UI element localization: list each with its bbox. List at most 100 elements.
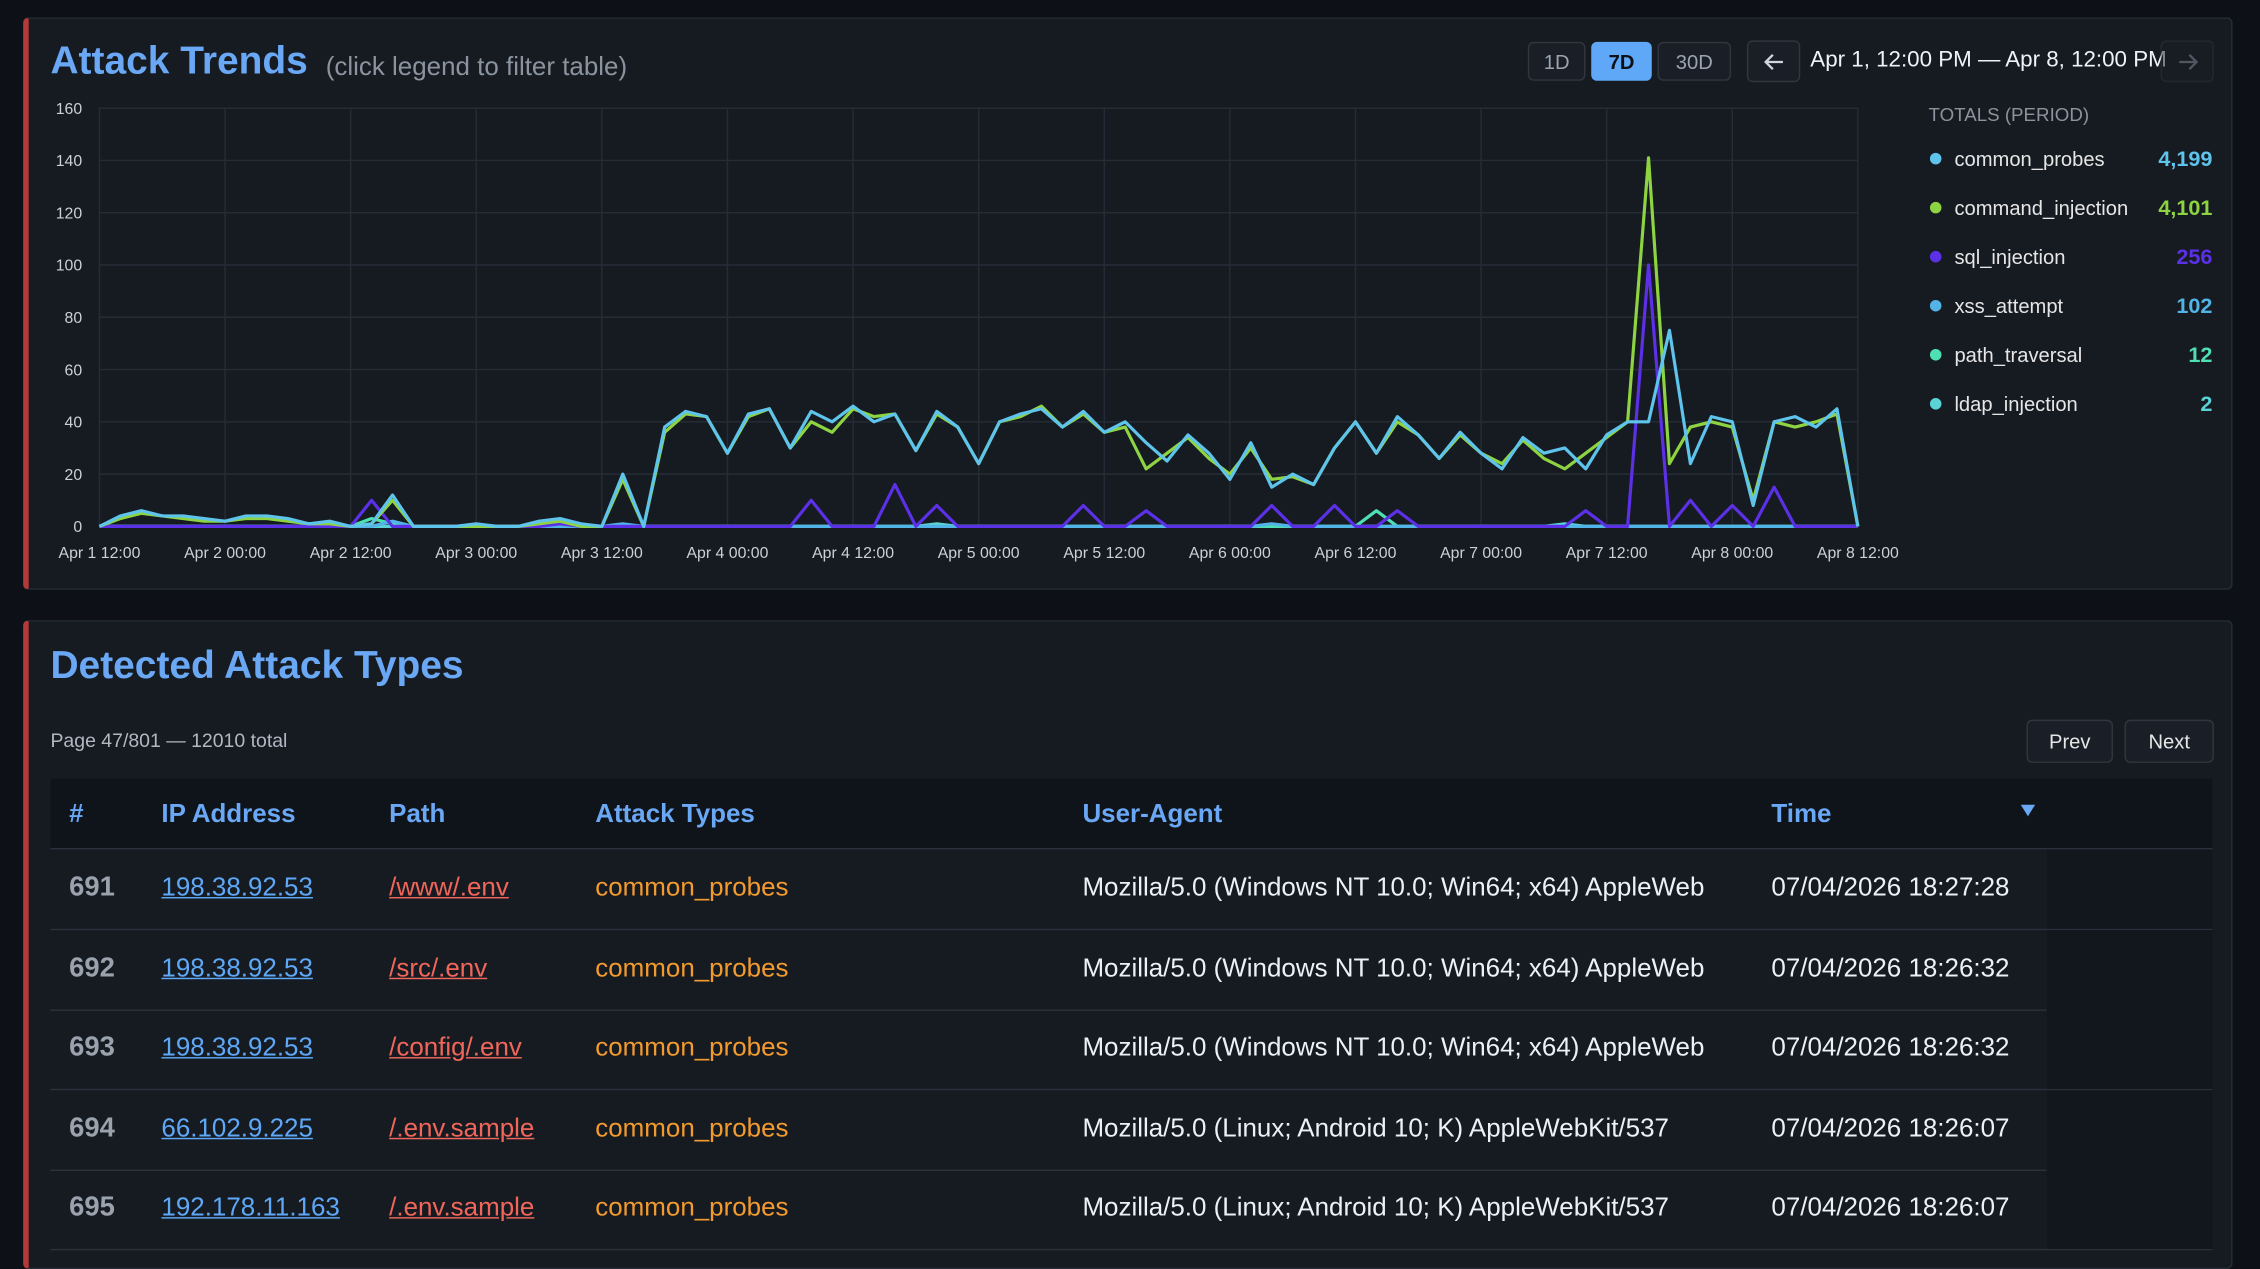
range-button[interactable]: 1D — [1527, 41, 1586, 81]
legend-item[interactable]: sql_injection 256 — [1929, 244, 2213, 269]
table-title: Detected Attack Types — [50, 643, 464, 687]
ip-link[interactable]: 198.38.92.53 — [161, 1032, 313, 1062]
column-header[interactable]: # — [69, 798, 84, 828]
user-agent: Mozilla/5.0 (Windows NT 10.0; Win64; x64… — [1082, 1032, 1705, 1062]
path-link[interactable]: /.env.sample — [389, 1192, 535, 1222]
path-link[interactable]: /.env.sample — [389, 1112, 535, 1142]
attack-type: common_probes — [595, 1192, 789, 1222]
legend-label: command_injection — [1954, 198, 2128, 220]
y-tick-label: 20 — [65, 467, 83, 484]
x-tick-label: Apr 8 00:00 — [1691, 545, 1773, 562]
y-tick-label: 60 — [65, 362, 83, 379]
path-link[interactable]: /config/.env — [389, 1032, 522, 1062]
actions-cell — [2046, 1169, 2213, 1249]
date-range: Apr 1, 12:00 PM — Apr 8, 12:00 PM — [1810, 47, 2167, 73]
legend-dot — [1929, 152, 1942, 165]
table-row — [50, 1009, 2213, 1091]
legend-total: 256 — [2176, 244, 2212, 269]
legend-item[interactable]: ldap_injection 2 — [1929, 391, 2213, 416]
x-tick-label: Apr 5 12:00 — [1063, 545, 1145, 562]
column-header[interactable]: User-Agent — [1082, 798, 1223, 828]
x-tick-label: Apr 1 12:00 — [59, 545, 141, 562]
x-tick-label: Apr 7 00:00 — [1440, 545, 1522, 562]
legend-label: sql_injection — [1954, 247, 2065, 269]
ip-link[interactable]: 198.38.92.53 — [161, 872, 313, 902]
x-tick-label: Apr 7 12:00 — [1566, 545, 1648, 562]
prev-button[interactable]: Prev — [2026, 719, 2113, 763]
path-link[interactable]: /src/.env — [389, 952, 488, 982]
legend-item[interactable]: common_probes 4,199 — [1929, 146, 2213, 171]
legend-dot — [1929, 398, 1942, 410]
row-number: 694 — [69, 1112, 115, 1143]
legend-label: common_probes — [1954, 149, 2104, 171]
x-tick-label: Apr 6 12:00 — [1315, 545, 1397, 562]
next-button[interactable]: Next — [2124, 719, 2214, 763]
time: 07/04/2026 18:27:28 — [1771, 872, 2010, 902]
time: 07/04/2026 18:26:07 — [1771, 1112, 2010, 1142]
ip-link[interactable]: 66.102.9.225 — [161, 1112, 313, 1142]
legend-total: 12 — [2188, 342, 2212, 367]
y-tick-label: 40 — [65, 415, 83, 432]
range-button[interactable]: 7D — [1591, 41, 1652, 81]
y-tick-label: 0 — [73, 519, 82, 536]
row-number: 691 — [69, 872, 115, 903]
chart: 0 20 40 60 80 100 120 140 160 Apr 1 12:00 Apr 2 00… — [56, 101, 2213, 562]
y-tick-label: 80 — [65, 310, 83, 327]
x-tick-label: Apr 2 00:00 — [184, 545, 266, 562]
x-tick-label: Apr 8 12:00 — [1817, 545, 1899, 562]
column-header[interactable]: Attack Types — [595, 798, 755, 828]
legend-label: xss_attempt — [1954, 296, 2063, 318]
legend-label: path_traversal — [1954, 345, 2082, 367]
legend-title: TOTALS (PERIOD) — [1928, 104, 2089, 125]
legend-dot — [1929, 201, 1942, 214]
arrow-right — [2178, 53, 2198, 70]
legend-item[interactable]: xss_attempt 102 — [1929, 293, 2213, 318]
legend-dot — [1929, 250, 1942, 263]
attack-type: common_probes — [595, 872, 789, 902]
y-tick-label: 120 — [56, 205, 83, 222]
table-row — [50, 849, 2213, 931]
y-tick-label: 160 — [56, 101, 83, 118]
legend-label: ldap_injection — [1954, 394, 2077, 416]
column-header[interactable]: Time — [1771, 798, 1832, 828]
prev-range[interactable] — [1746, 40, 1801, 83]
user-agent: Mozilla/5.0 (Linux; Android 10; K) Apple… — [1082, 1192, 1669, 1222]
row-number: 692 — [69, 952, 115, 983]
x-tick-label: Apr 3 12:00 — [561, 545, 643, 562]
actions-cell — [2046, 1089, 2213, 1169]
legend-total: 4,101 — [2158, 195, 2212, 220]
legend-item[interactable]: command_injection 4,101 — [1929, 195, 2213, 220]
legend-total: 4,199 — [2158, 146, 2212, 171]
next-range[interactable] — [2160, 40, 2214, 83]
legend-item[interactable]: path_traversal 12 — [1929, 342, 2213, 367]
actions-cell — [2046, 849, 2213, 929]
x-tick-label: Apr 5 00:00 — [938, 545, 1020, 562]
actions-cell — [2046, 1009, 2213, 1089]
attack-type: common_probes — [595, 1032, 789, 1062]
time: 07/04/2026 18:26:32 — [1771, 952, 2010, 982]
ip-link[interactable]: 192.178.11.163 — [161, 1192, 340, 1222]
x-tick-label: Apr 2 12:00 — [310, 545, 392, 562]
x-tick-label: Apr 4 12:00 — [812, 545, 894, 562]
sort-indicator[interactable] — [2019, 803, 2036, 817]
legend-dot — [1929, 348, 1942, 361]
user-agent: Mozilla/5.0 (Windows NT 10.0; Win64; x64… — [1082, 952, 1705, 982]
table-row — [50, 929, 2213, 1011]
column-header[interactable]: Path — [389, 798, 446, 828]
column-header[interactable]: IP Address — [161, 798, 296, 828]
time: 07/04/2026 18:26:07 — [1771, 1192, 2010, 1222]
attack-type: common_probes — [595, 1112, 789, 1142]
row-number: 695 — [69, 1192, 115, 1223]
range-button[interactable]: 30D — [1657, 41, 1732, 81]
legend-total: 2 — [2200, 391, 2212, 416]
y-tick-label: 100 — [56, 258, 83, 275]
legend-dot — [1929, 299, 1942, 312]
table-header — [50, 778, 2213, 850]
page-info: Page 47/801 — 12010 total — [50, 729, 288, 752]
x-tick-label: Apr 3 00:00 — [435, 545, 517, 562]
x-tick-label: Apr 4 00:00 — [687, 545, 769, 562]
ip-link[interactable]: 198.38.92.53 — [161, 952, 313, 982]
actions-cell — [2046, 929, 2213, 1009]
path-link[interactable]: /www/.env — [389, 872, 509, 902]
